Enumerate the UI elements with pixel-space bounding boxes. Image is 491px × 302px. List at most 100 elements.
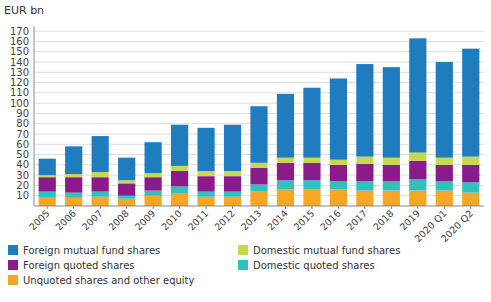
x-tick-label: 2011: [186, 208, 211, 233]
bar-segment: [250, 168, 267, 184]
x-tick-label: 2005: [27, 208, 52, 233]
x-tick-label: 2010: [159, 208, 184, 233]
bar-segment: [65, 146, 82, 174]
bar-segment: [409, 179, 426, 190]
bar-segment: [65, 177, 82, 192]
bar-segment: [171, 171, 188, 186]
bar-segment: [250, 192, 267, 206]
bar-segment: [436, 181, 453, 190]
x-tick: [391, 206, 392, 209]
bar-segment: [383, 158, 400, 165]
legend-label: Domestic mutual fund shares: [253, 245, 400, 256]
legend: Foreign mutual fund shares Domestic mutua…: [8, 245, 400, 286]
bar-segment: [197, 128, 214, 171]
bar-segment: [171, 194, 188, 206]
y-axis-line: [34, 26, 35, 206]
bar-segment: [197, 192, 214, 197]
bar-segment: [330, 160, 347, 165]
bar-segment: [303, 158, 320, 163]
x-tick-label: 2020 Q2: [439, 208, 476, 245]
x-tick: [285, 206, 286, 209]
x-tick: [100, 206, 101, 209]
bar-segment: [145, 196, 162, 206]
bar-segment: [65, 198, 82, 206]
bar-segment: [409, 38, 426, 152]
bar-segment: [436, 191, 453, 206]
y-tick-label: 60: [16, 139, 29, 150]
y-tick-label: 50: [16, 149, 29, 160]
bar-segment: [224, 171, 241, 176]
bar-segment: [145, 142, 162, 173]
bar-segment: [303, 163, 320, 180]
bar-segment: [92, 136, 109, 172]
bar-segment: [409, 161, 426, 180]
y-tick-label: 170: [10, 26, 29, 37]
y-tick-label: 90: [16, 108, 29, 119]
legend-swatch: [238, 245, 248, 255]
x-tick-label: 2009: [133, 208, 158, 233]
x-tick: [47, 206, 48, 209]
bar-segment: [356, 181, 373, 190]
bar-segment: [145, 173, 162, 177]
bar-segment: [409, 191, 426, 206]
x-tick-label: 2008: [106, 208, 131, 233]
bar-segment: [277, 163, 294, 180]
bar-segment: [356, 164, 373, 181]
y-tick-label: 140: [10, 57, 29, 68]
x-tick-label: 2013: [239, 208, 264, 233]
bar-segment: [118, 196, 135, 199]
x-axis: 2005200620072008200920102011201220132014…: [27, 206, 484, 244]
x-tick: [311, 206, 312, 209]
y-tick-label: 100: [10, 98, 29, 109]
bar-segment: [92, 197, 109, 206]
bar-segment: [330, 165, 347, 181]
bar-segment: [171, 166, 188, 171]
x-tick-label: 2012: [212, 208, 237, 233]
x-tick: [417, 206, 418, 209]
y-tick-label: 110: [10, 87, 29, 98]
bar-segment: [171, 125, 188, 166]
bar-segment: [436, 62, 453, 158]
bar-segment: [330, 190, 347, 206]
bar-segment: [383, 165, 400, 181]
bar-segment: [118, 180, 135, 183]
legend-label: Foreign quoted shares: [23, 260, 135, 271]
bar-segment: [224, 176, 241, 191]
bar-segment: [303, 88, 320, 158]
y-tick-label: 160: [10, 36, 29, 47]
legend-label: Unquoted shares and other equity: [23, 275, 195, 286]
y-tick-label: 70: [16, 129, 29, 140]
bar-segment: [39, 192, 56, 198]
bar-segment: [356, 157, 373, 164]
bar-segment: [250, 184, 267, 191]
x-tick: [444, 206, 445, 209]
x-tick-label: 2014: [265, 208, 290, 233]
bar-segment: [92, 172, 109, 177]
bar-segment: [39, 177, 56, 191]
x-tick: [179, 206, 180, 209]
bar-segment: [383, 67, 400, 158]
x-tick-label: 2017: [344, 208, 369, 233]
bar-segment: [409, 153, 426, 161]
bar-segment: [462, 157, 479, 165]
bar-segment: [118, 183, 135, 195]
legend-swatch: [238, 260, 248, 270]
y-label: EUR bn: [4, 4, 44, 17]
bar-segment: [250, 106, 267, 163]
y-tick-label: 10: [16, 190, 29, 201]
x-tick-label: 2007: [80, 208, 105, 233]
bar-segment: [462, 193, 479, 206]
bar-segment: [145, 191, 162, 196]
y-tick-label: 130: [10, 67, 29, 78]
bar-segment: [277, 180, 294, 189]
x-tick: [206, 206, 207, 209]
bar-segment: [224, 125, 241, 171]
y-tick-label: 20: [16, 180, 29, 191]
x-tick: [259, 206, 260, 209]
x-tick: [470, 206, 471, 209]
y-axis: 1020304050607080901001101201301401501601…: [10, 26, 484, 206]
y-tick-label: 80: [16, 118, 29, 129]
x-tick: [73, 206, 74, 209]
legend-label: Foreign mutual fund shares: [23, 245, 160, 256]
bar-segment: [39, 159, 56, 175]
